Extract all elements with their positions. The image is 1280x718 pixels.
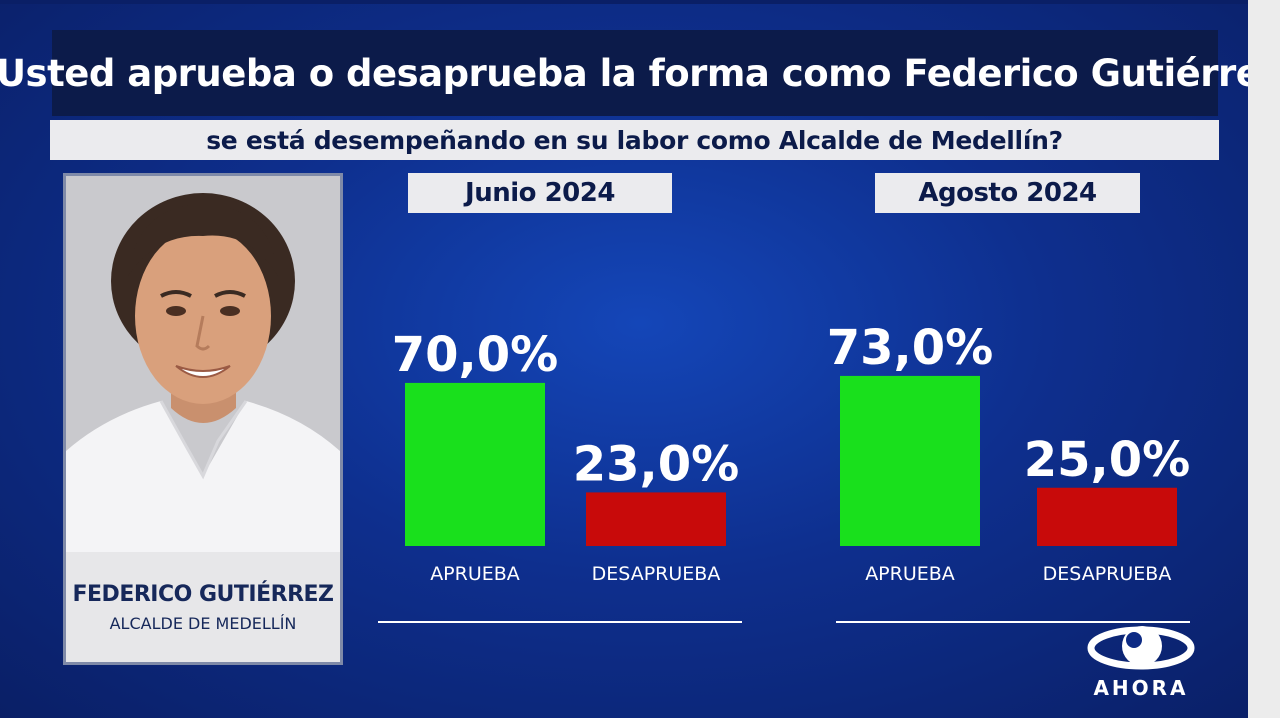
period-label-august: Agosto 2024 — [875, 173, 1140, 213]
brand-name: AHORA — [1093, 676, 1189, 700]
page-subtitle: se está desempeñando en su labor como Al… — [50, 120, 1219, 160]
category-label: APRUEBA — [865, 563, 955, 585]
bar-aprueba-1 — [840, 375, 980, 546]
category-label: DESAPRUEBA — [1043, 563, 1172, 585]
bar-value-label: 70,0% — [392, 327, 559, 383]
category-label: APRUEBA — [430, 563, 520, 585]
bar-aprueba-0 — [405, 382, 545, 546]
bar-desaprueba-0 — [586, 492, 726, 546]
bar-value-label: 25,0% — [1024, 432, 1191, 488]
bar-value-label: 73,0% — [827, 320, 994, 376]
candidate-role: ALCALDE DE MEDELLÍN — [109, 614, 297, 633]
channel-logo-icon — [1087, 626, 1195, 670]
candidate-name: FEDERICO GUTIÉRREZ — [72, 582, 334, 607]
category-label: DESAPRUEBA — [592, 563, 721, 585]
candidate-card: FEDERICO GUTIÉRREZ ALCALDE DE MEDELLÍN — [63, 173, 343, 665]
frame-edge — [1248, 0, 1280, 718]
bar-value-label: 23,0% — [573, 436, 740, 492]
frame-top — [0, 0, 1280, 4]
candidate-info: FEDERICO GUTIÉRREZ ALCALDE DE MEDELLÍN — [66, 552, 340, 662]
period-label-june: Junio 2024 — [408, 173, 672, 213]
bar-desaprueba-1 — [1037, 487, 1177, 546]
page-title: ¿Usted aprueba o desaprueba la forma com… — [0, 30, 1280, 116]
candidate-photo — [66, 176, 340, 552]
